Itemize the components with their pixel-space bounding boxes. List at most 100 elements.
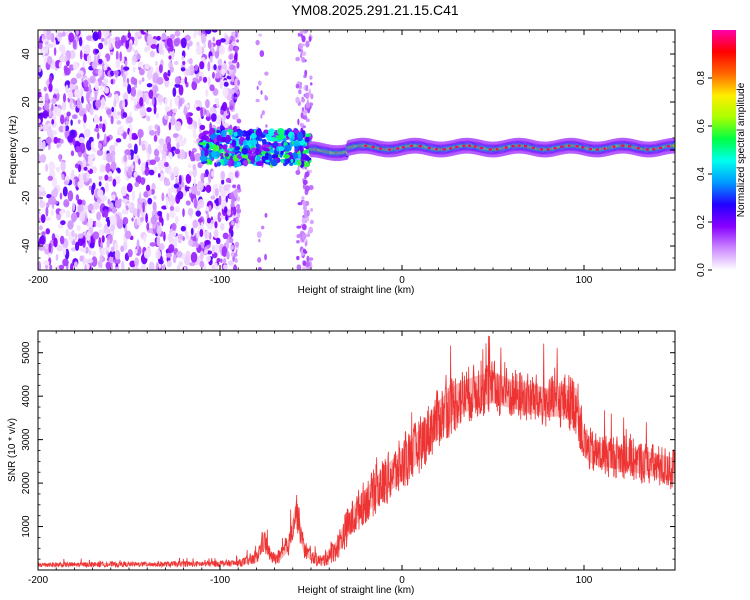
noise-speckle — [96, 132, 100, 140]
tone-peak — [531, 146, 535, 150]
noise-speckle — [158, 243, 165, 251]
noise-speckle — [194, 99, 202, 105]
noise-speckle — [70, 150, 75, 157]
transition-blob — [249, 138, 258, 146]
colorbar-tick-label: 0.0 — [696, 263, 707, 277]
transition-blob — [276, 127, 285, 136]
noise-column-speckle — [306, 255, 310, 263]
noise-speckle — [220, 74, 223, 80]
noise-speckle — [158, 43, 164, 55]
tone-peak — [427, 146, 431, 150]
noise-speckle — [216, 257, 221, 263]
transition-blob — [262, 138, 267, 145]
noise-speckle — [182, 208, 185, 218]
noise-speckle — [188, 262, 196, 267]
noise-speckle — [157, 144, 164, 152]
noise-speckle — [88, 136, 94, 143]
noise-speckle — [227, 260, 234, 266]
noise-speckle — [193, 198, 198, 209]
transition-blob — [241, 154, 248, 160]
noise-column-speckle — [299, 123, 302, 127]
noise-speckle — [122, 209, 127, 215]
noise-speckle — [94, 91, 98, 101]
noise-speckle — [158, 138, 165, 145]
noise-speckle — [92, 31, 99, 41]
noise-speckle — [153, 104, 157, 115]
noise-speckle — [152, 201, 157, 212]
noise-speckle — [70, 263, 74, 270]
noise-speckle — [211, 244, 215, 255]
snr-y-axis: 1000 2000 3000 4000 5000 — [21, 330, 675, 571]
transition-blob — [209, 160, 213, 165]
tone-peak — [621, 144, 625, 147]
noise-speckle — [76, 97, 81, 109]
noise-speckle — [187, 124, 194, 130]
noise-speckle — [176, 264, 181, 270]
noise-speckle — [169, 43, 174, 52]
tone-peak — [575, 144, 579, 148]
noise-column-speckle — [235, 31, 238, 38]
noise-speckle — [220, 170, 226, 181]
noise-speckle — [176, 250, 183, 258]
noise-speckle — [96, 198, 102, 204]
noise-speckle — [146, 83, 153, 88]
noise-speckle — [153, 134, 158, 142]
noise-column-speckle — [304, 241, 308, 247]
noise-speckle — [169, 210, 176, 219]
noise-speckle — [161, 192, 165, 202]
noise-speckle — [125, 205, 129, 210]
noise-speckle — [148, 169, 155, 176]
noise-speckle — [121, 260, 125, 270]
noise-speckle — [64, 55, 68, 63]
noise-speckle — [215, 72, 221, 79]
noise-speckle — [187, 207, 194, 217]
noise-speckle — [167, 142, 172, 152]
noise-column-speckle — [296, 239, 300, 244]
noise-speckle — [153, 166, 158, 174]
noise-speckle — [165, 252, 173, 258]
noise-speckle — [146, 222, 150, 231]
noise-speckle — [147, 143, 152, 155]
noise-speckle — [170, 116, 176, 126]
noise-speckle — [105, 182, 109, 193]
noise-speckle — [101, 97, 106, 107]
noise-speckle — [38, 139, 43, 150]
noise-speckle — [98, 175, 103, 181]
noise-column-speckle — [296, 225, 302, 229]
noise-column-speckle — [301, 196, 305, 201]
noise-speckle — [48, 242, 52, 253]
tone-peak — [467, 144, 472, 147]
noise-column-speckle — [228, 54, 233, 60]
noise-speckle — [219, 38, 226, 43]
noise-speckle — [57, 224, 63, 229]
noise-speckle — [106, 218, 111, 228]
noise-speckle — [77, 199, 83, 205]
transition-blob — [261, 155, 266, 162]
noise-speckle — [106, 108, 112, 116]
tone-peak — [595, 148, 600, 151]
noise-speckle — [46, 202, 50, 208]
noise-column-speckle — [233, 252, 238, 257]
snr-y-tick-label: 1000 — [21, 515, 32, 538]
noise-speckle — [161, 217, 164, 227]
noise-column-speckle — [304, 92, 310, 99]
noise-speckle — [171, 146, 176, 151]
noise-speckle — [103, 208, 109, 218]
noise-speckle — [146, 44, 151, 52]
noise-speckle — [138, 192, 142, 204]
noise-speckle — [190, 227, 194, 236]
noise-speckle — [70, 119, 73, 126]
noise-speckle — [92, 98, 97, 110]
noise-speckle — [97, 189, 104, 199]
noise-speckle — [80, 87, 84, 98]
noise-speckle — [110, 115, 114, 125]
noise-speckle — [219, 223, 225, 231]
noise-speckle — [183, 105, 188, 116]
noise-column-speckle — [258, 238, 261, 243]
tone-peak — [539, 148, 543, 151]
noise-column-speckle — [301, 43, 305, 47]
noise-speckle — [151, 210, 156, 216]
noise-speckle — [109, 250, 116, 258]
